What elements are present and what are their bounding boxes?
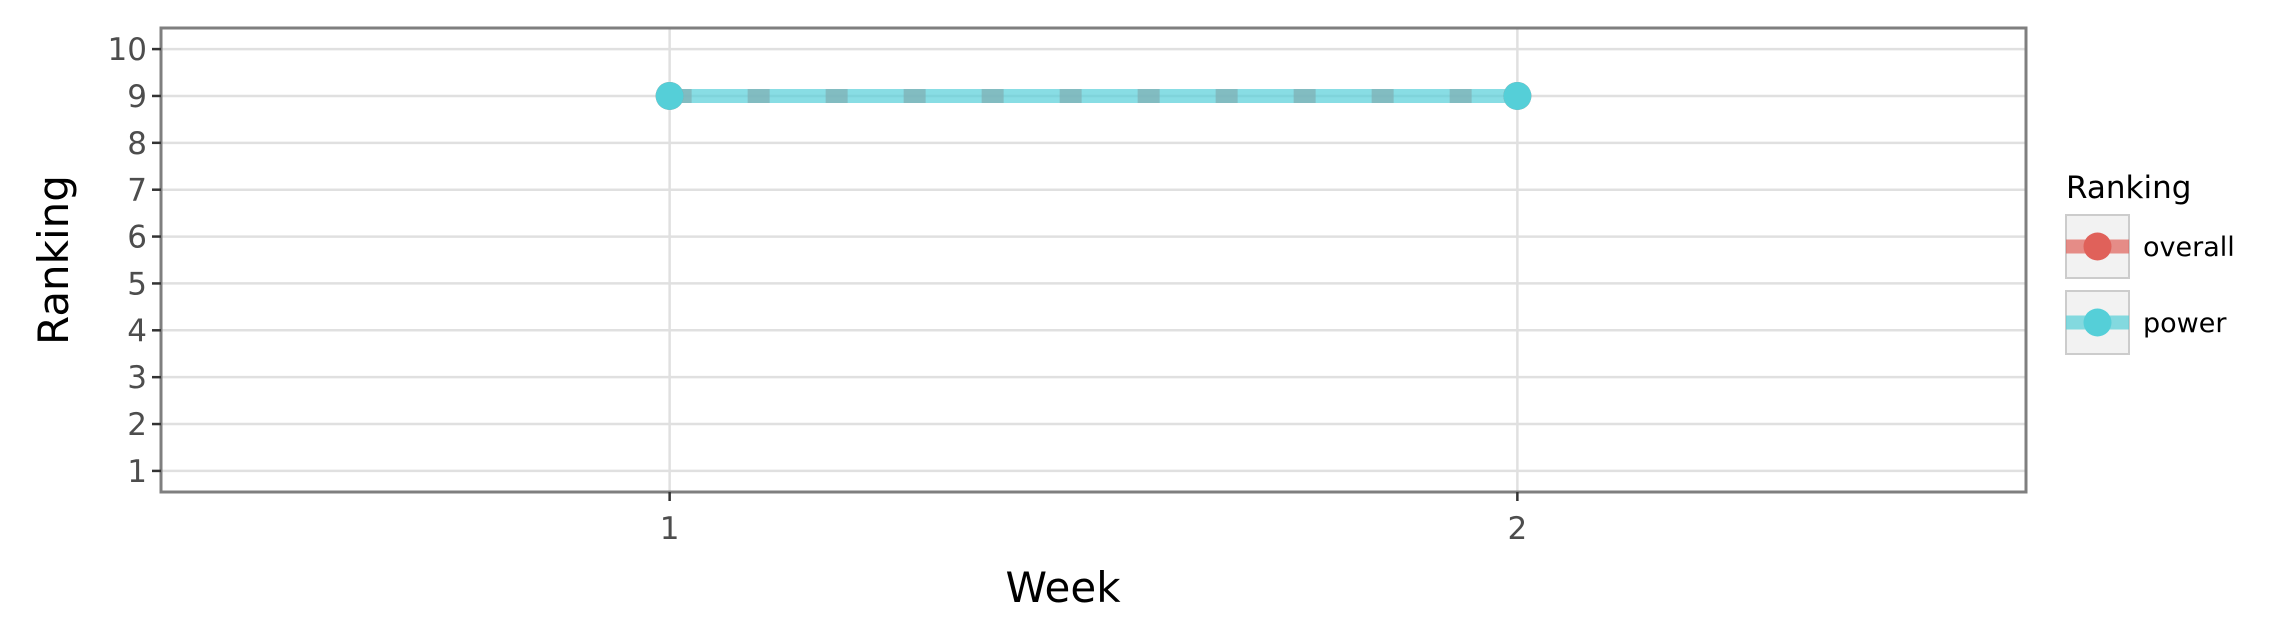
y-tick-label: 4	[127, 313, 147, 349]
y-tick-label: 2	[127, 407, 147, 443]
legend-key-point	[2083, 308, 2112, 337]
legend-label: power	[2143, 308, 2227, 339]
legend-item-overall: overall	[2065, 214, 2235, 279]
legend-title: Ranking	[2066, 170, 2191, 206]
legend-item-power: power	[2065, 290, 2227, 355]
legend: Ranking overall power	[2065, 170, 2235, 355]
data-point-power	[655, 81, 684, 110]
y-axis: 1 2 3 4 5 6 7 8 9 10	[108, 32, 161, 490]
series-points	[655, 81, 1532, 110]
legend-key-point	[2083, 232, 2112, 261]
y-axis-title: Ranking	[29, 175, 78, 345]
y-tick-label: 5	[127, 266, 147, 302]
y-tick-label: 7	[127, 173, 147, 209]
y-tick-label: 1	[127, 454, 147, 490]
x-axis-title: Week	[1005, 563, 1121, 612]
plot-panel	[161, 28, 2026, 492]
y-tick-label: 9	[127, 79, 147, 115]
x-tick-label: 2	[1507, 511, 1527, 547]
y-tick-label: 6	[127, 220, 147, 256]
x-tick-label: 1	[660, 511, 680, 547]
data-point-power	[1503, 81, 1532, 110]
legend-label: overall	[2143, 232, 2235, 263]
plot-border	[159, 26, 2028, 494]
y-tick-label: 10	[108, 32, 147, 68]
gridlines	[161, 28, 2026, 492]
y-tick-label: 8	[127, 126, 147, 162]
y-tick-label: 3	[127, 360, 147, 396]
